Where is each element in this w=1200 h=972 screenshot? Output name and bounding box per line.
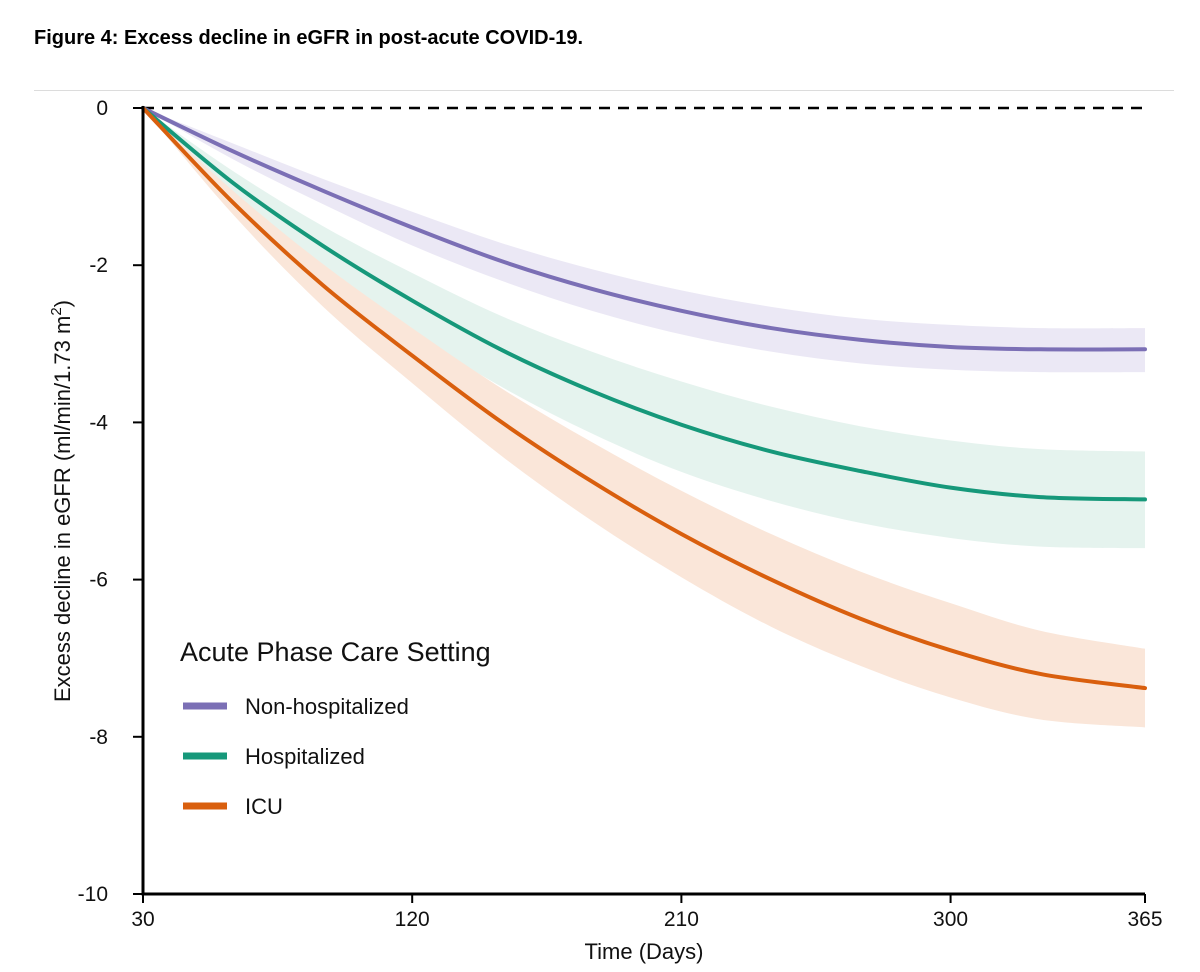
series-line-icu	[141, 106, 1147, 691]
y-axis-title-close: )	[50, 300, 75, 307]
series-line-non-hospitalized	[141, 106, 1147, 352]
x-tick-label: 300	[933, 908, 968, 931]
y-ticks: 0 -2 -4 -6 -8 -10	[78, 97, 143, 906]
y-axis-title: Excess decline in eGFR (ml/min/1.73 m2)	[48, 300, 75, 702]
band-icu	[143, 108, 1145, 728]
confidence-bands	[143, 108, 1145, 728]
band-hospitalized	[143, 108, 1145, 549]
x-axis-title: Time (Days)	[585, 939, 704, 964]
x-tick-label: 365	[1127, 908, 1162, 931]
x-tick-label: 210	[664, 908, 699, 931]
y-tick-label: -2	[89, 254, 108, 277]
y-tick-label: -6	[89, 569, 108, 592]
y-axis-title-main: Excess decline in eGFR	[50, 461, 75, 702]
figure-title: Figure 4: Excess decline in eGFR in post…	[34, 27, 584, 49]
title-divider	[34, 90, 1174, 91]
legend-label-hospitalized: Hospitalized	[245, 744, 365, 769]
legend-items: Non-hospitalized Hospitalized ICU	[183, 694, 409, 819]
axes	[141, 106, 1145, 896]
y-tick-label: -4	[89, 411, 108, 434]
legend-label-non-hospitalized: Non-hospitalized	[245, 694, 409, 719]
series-lines	[141, 106, 1147, 691]
legend: Acute Phase Care Setting Non-hospitalize…	[180, 637, 491, 819]
legend-title: Acute Phase Care Setting	[180, 637, 491, 667]
series-line-hospitalized	[141, 106, 1147, 502]
x-tick-label: 30	[131, 908, 154, 931]
y-axis-title-superscript: 2	[48, 307, 65, 315]
y-tick-label: -10	[78, 883, 108, 906]
x-ticks: 30 120 210 300 365	[131, 894, 1163, 931]
band-non-hospitalized	[143, 108, 1145, 373]
y-tick-label: 0	[96, 97, 108, 120]
legend-label-icu: ICU	[245, 794, 283, 819]
x-tick-label: 120	[395, 908, 430, 931]
y-tick-label: -8	[89, 726, 108, 749]
y-axis-title-unit: (ml/min/1.73 m	[50, 316, 75, 461]
